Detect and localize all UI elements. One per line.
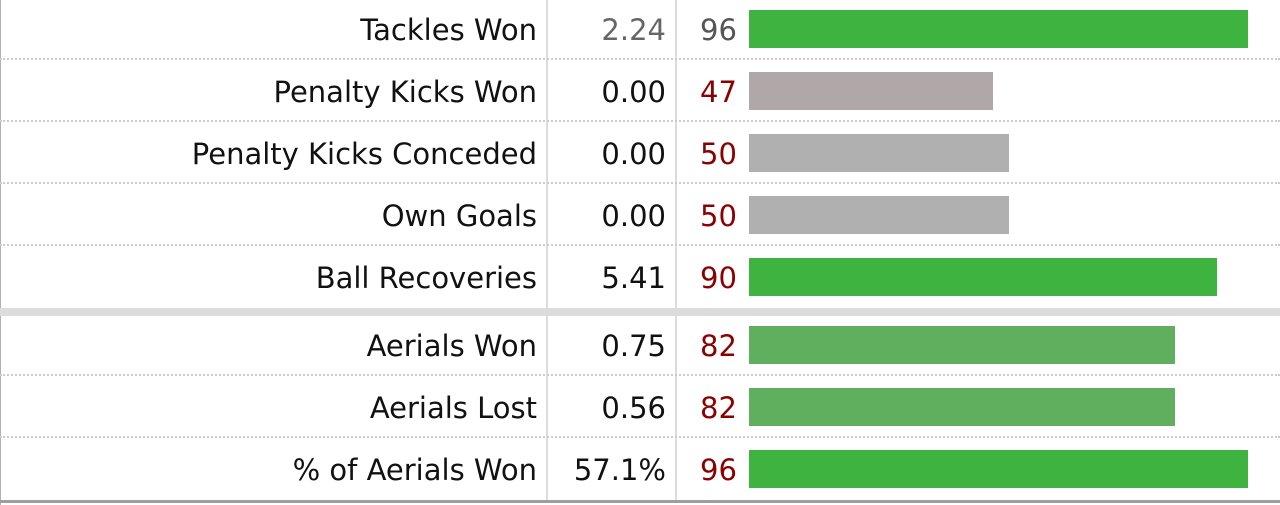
stat-label: Aerials Lost xyxy=(369,391,537,425)
table-row: Own Goals 0.00 50 xyxy=(0,186,1280,246)
stat-label: Penalty Kicks Won xyxy=(273,75,538,109)
percentile-value: 96 xyxy=(700,453,737,487)
label-column-divider xyxy=(546,0,548,500)
table-bottom-border xyxy=(0,500,1280,503)
percentile-bar xyxy=(749,326,1175,364)
per90-value: 0.00 xyxy=(601,75,666,109)
row-divider xyxy=(0,182,1280,184)
row-divider xyxy=(0,58,1280,60)
percentile-value: 50 xyxy=(700,137,737,171)
table-row: Ball Recoveries 5.41 90 xyxy=(0,248,1280,308)
row-divider xyxy=(0,244,1280,246)
per90-value: 0.00 xyxy=(601,199,666,233)
table-row: Aerials Lost 0.56 82 xyxy=(0,378,1280,438)
row-divider xyxy=(0,374,1280,376)
row-divider xyxy=(0,436,1280,438)
stat-label: % of Aerials Won xyxy=(292,453,537,487)
table-row: Aerials Won 0.75 82 xyxy=(0,316,1280,376)
stat-label: Penalty Kicks Conceded xyxy=(191,137,537,171)
percentile-bar xyxy=(749,450,1248,488)
per90-value: 0.00 xyxy=(601,137,666,171)
stat-label: Tackles Won xyxy=(360,13,537,47)
percentile-value: 47 xyxy=(700,75,737,109)
stat-label: Ball Recoveries xyxy=(315,261,537,295)
percentile-bar xyxy=(749,72,993,110)
percentile-bar xyxy=(749,258,1217,296)
stat-label: Aerials Won xyxy=(366,329,537,363)
percentile-bar xyxy=(749,134,1009,172)
table-row: % of Aerials Won 57.1% 96 xyxy=(0,440,1280,500)
table-row: Penalty Kicks Won 0.00 47 xyxy=(0,62,1280,122)
percentile-value: 96 xyxy=(700,13,737,47)
percentile-value: 82 xyxy=(700,391,737,425)
table-row: Penalty Kicks Conceded 0.00 50 xyxy=(0,124,1280,184)
row-divider xyxy=(0,120,1280,122)
table-left-border xyxy=(0,0,1,505)
percentile-value: 82 xyxy=(700,329,737,363)
per90-value: 2.24 xyxy=(601,13,666,47)
value-column-divider xyxy=(675,0,677,500)
stat-label: Own Goals xyxy=(381,199,537,233)
per90-value: 0.56 xyxy=(601,391,666,425)
group-separator xyxy=(0,308,1280,316)
per90-value: 5.41 xyxy=(601,261,666,295)
per90-value: 0.75 xyxy=(601,329,666,363)
percentile-bar xyxy=(749,196,1009,234)
percentile-value: 90 xyxy=(700,261,737,295)
percentile-bar xyxy=(749,388,1175,426)
percentile-bar xyxy=(749,10,1248,48)
percentile-value: 50 xyxy=(700,199,737,233)
table-row: Tackles Won 2.24 96 xyxy=(0,0,1280,60)
per90-value: 57.1% xyxy=(573,453,666,487)
